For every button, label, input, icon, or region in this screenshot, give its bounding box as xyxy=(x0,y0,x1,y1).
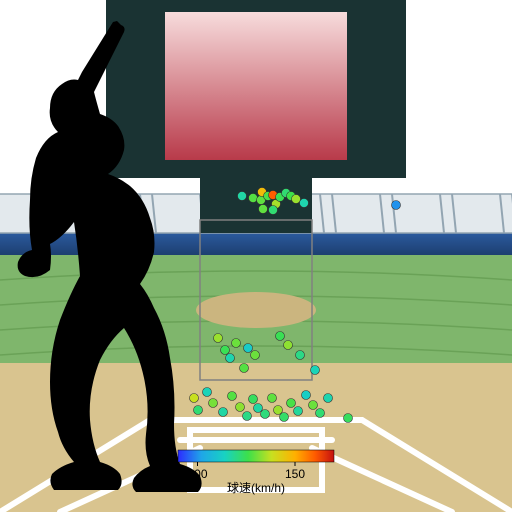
pitch-point xyxy=(219,408,228,417)
pitch-point xyxy=(228,392,237,401)
pitch-point xyxy=(311,366,320,375)
pitch-point xyxy=(251,351,260,360)
pitch-point xyxy=(276,332,285,341)
pitch-point xyxy=(287,399,296,408)
pitch-location-chart: 100 150球速(km/h) xyxy=(0,0,512,512)
pitch-point xyxy=(268,394,277,403)
pitch-point xyxy=(296,351,305,360)
pitch-point xyxy=(194,406,203,415)
pitch-point xyxy=(309,401,318,410)
pitch-point xyxy=(209,399,218,408)
pitch-point xyxy=(300,199,309,208)
pitch-point xyxy=(221,346,230,355)
pitch-point xyxy=(232,339,241,348)
pitch-point xyxy=(238,192,247,201)
pitch-point xyxy=(203,388,212,397)
pitch-point xyxy=(190,394,199,403)
pitch-point xyxy=(243,412,252,421)
pitch-point xyxy=(344,414,353,423)
pitch-point xyxy=(249,194,258,203)
pitch-point xyxy=(244,344,253,353)
colorbar-tick-label: 150 xyxy=(285,467,305,481)
pitch-point xyxy=(302,391,311,400)
pitch-point xyxy=(226,354,235,363)
colorbar-tick-label: 100 xyxy=(187,467,207,481)
pitch-point xyxy=(280,413,289,422)
pitch-point xyxy=(294,407,303,416)
pitch-point xyxy=(324,394,333,403)
pitch-point xyxy=(236,403,245,412)
colorbar-axis-label: 球速(km/h) xyxy=(227,481,285,495)
pitch-point xyxy=(240,364,249,373)
pitch-point xyxy=(259,205,268,214)
pitch-point xyxy=(284,341,293,350)
pitch-point xyxy=(269,206,278,215)
pitch-point xyxy=(249,395,258,404)
pitch-point xyxy=(392,201,401,210)
pitch-point xyxy=(292,195,301,204)
pitch-point xyxy=(214,334,223,343)
pitch-point xyxy=(261,410,270,419)
pitch-point xyxy=(316,409,325,418)
